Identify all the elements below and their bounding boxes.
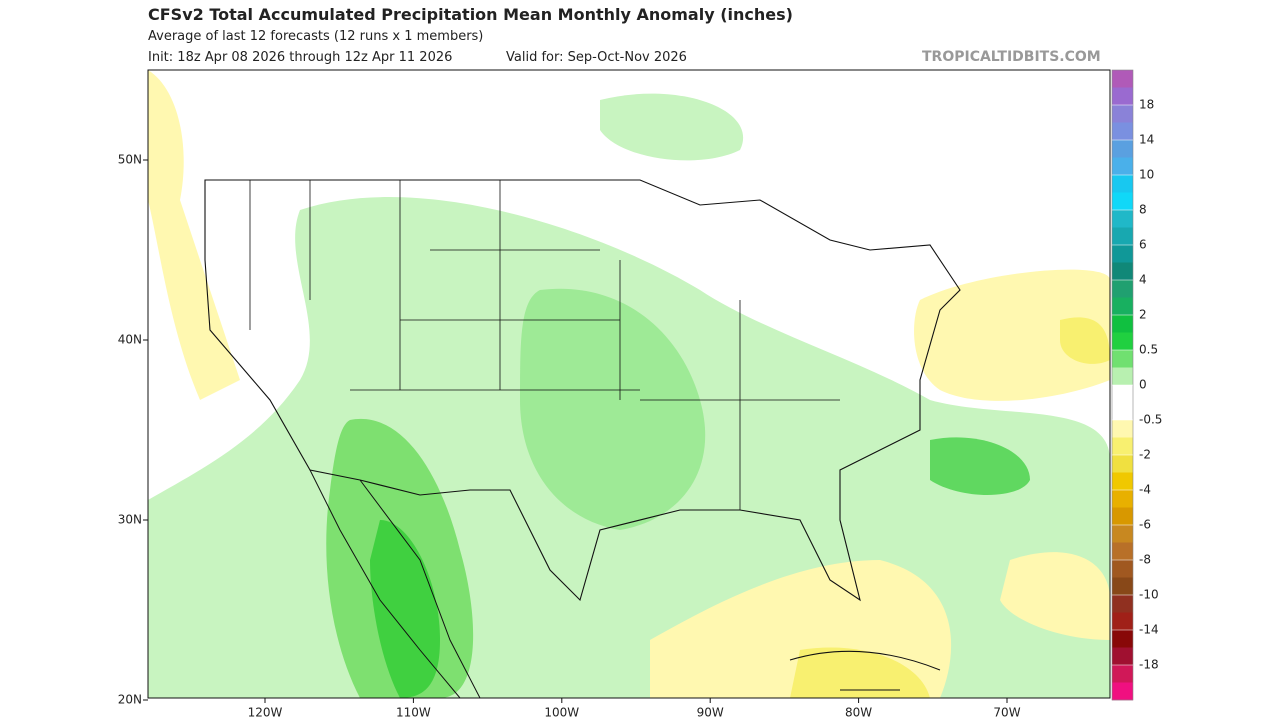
colorbar-swatch [1112, 157, 1133, 176]
area-positive [600, 93, 744, 161]
us-outline [204, 179, 961, 602]
colorbar-swatch [1112, 315, 1133, 333]
lat-label: 30N [118, 513, 142, 527]
colorbar-swatch [1112, 647, 1133, 666]
colorbar-label: -4 [1139, 483, 1151, 497]
colorbar-label: 0.5 [1139, 343, 1158, 357]
colorbar-swatch [1112, 490, 1133, 508]
colorbar-label: -6 [1139, 518, 1151, 532]
area-positive [520, 288, 706, 530]
area-positive-strong [930, 437, 1030, 495]
anomaly-field [148, 70, 1110, 698]
lon-label: 70W [993, 706, 1020, 720]
colorbar-swatch [1112, 332, 1133, 351]
colorbar-swatch [1112, 122, 1133, 141]
valid-text: Valid for: Sep-Oct-Nov 2026 [506, 50, 687, 65]
colorbar-label: -18 [1139, 658, 1159, 672]
lon-label: 100W [544, 706, 579, 720]
colorbar-swatch [1112, 367, 1133, 386]
colorbar-swatch [1112, 525, 1133, 543]
colorbar-swatch [1112, 420, 1133, 438]
colorbar-swatch [1112, 630, 1133, 648]
colorbar-swatch [1112, 402, 1133, 421]
colorbar-swatch [1112, 227, 1133, 246]
colorbar-swatch [1112, 560, 1133, 578]
colorbar-label: 6 [1139, 238, 1147, 252]
area-negative [1000, 552, 1110, 640]
colorbar-swatch [1112, 87, 1133, 106]
area-negative [148, 70, 240, 400]
lon-label: 90W [697, 706, 724, 720]
colorbar-swatch [1112, 297, 1133, 316]
lat-label: 20N [118, 693, 142, 707]
lat-label: 50N [118, 153, 142, 167]
area-negative [914, 269, 1110, 401]
colorbar-swatch [1112, 262, 1133, 281]
colorbar-label: -10 [1139, 588, 1159, 602]
colorbar-swatch [1112, 350, 1133, 368]
colorbar-swatch [1112, 192, 1133, 211]
colorbar-label: -14 [1139, 623, 1159, 637]
colorbar-label: 8 [1139, 203, 1147, 217]
area-negative [790, 647, 930, 698]
mexico-coast [309, 469, 481, 698]
colorbar-swatch [1112, 140, 1133, 158]
state-borders [249, 180, 840, 510]
colorbar-label: 4 [1139, 273, 1147, 287]
colorbar-swatch [1112, 507, 1133, 526]
colorbar-swatch [1112, 105, 1133, 123]
colorbar-swatch [1112, 385, 1133, 403]
map-subtitle: Average of last 12 forecasts (12 runs x … [148, 29, 484, 44]
caribbean-coast [789, 650, 941, 691]
init-text: Init: 18z Apr 08 2026 through 12z Apr 11… [148, 50, 453, 65]
colorbar-swatch [1112, 437, 1133, 456]
watermark: TROPICALTIDBITS.COM [922, 49, 1101, 65]
colorbar-label: -0.5 [1139, 413, 1162, 427]
lon-label: 120W [248, 706, 283, 720]
colorbar-swatch [1112, 472, 1133, 491]
colorbar-label: 2 [1139, 308, 1147, 322]
colorbar-swatch [1112, 542, 1133, 561]
map-frame [147, 69, 1111, 699]
colorbar-swatch [1112, 210, 1133, 228]
colorbar-label: 10 [1139, 168, 1154, 182]
colorbar-swatch [1112, 577, 1133, 596]
colorbar-swatch [1112, 245, 1133, 263]
colorbar-swatch [1112, 595, 1133, 613]
lon-label: 110W [396, 706, 431, 720]
area-negative [1060, 317, 1110, 364]
colorbar-label: -2 [1139, 448, 1151, 462]
map-title: CFSv2 Total Accumulated Precipitation Me… [148, 5, 793, 24]
colorbar-swatch [1112, 612, 1133, 631]
colorbar-swatch [1112, 175, 1133, 193]
colorbar-label: 18 [1139, 98, 1154, 112]
colorbar-label: 14 [1139, 133, 1154, 147]
colorbar-swatch [1112, 455, 1133, 473]
colorbar-label: 0 [1139, 378, 1147, 392]
colorbar-swatch [1112, 280, 1133, 298]
colorbar-swatch [1112, 665, 1133, 683]
colorbar-swatch [1112, 70, 1133, 88]
colorbar-label: -8 [1139, 553, 1151, 567]
lon-label: 80W [845, 706, 872, 720]
lat-label: 40N [118, 333, 142, 347]
colorbar-swatch [1112, 682, 1133, 701]
